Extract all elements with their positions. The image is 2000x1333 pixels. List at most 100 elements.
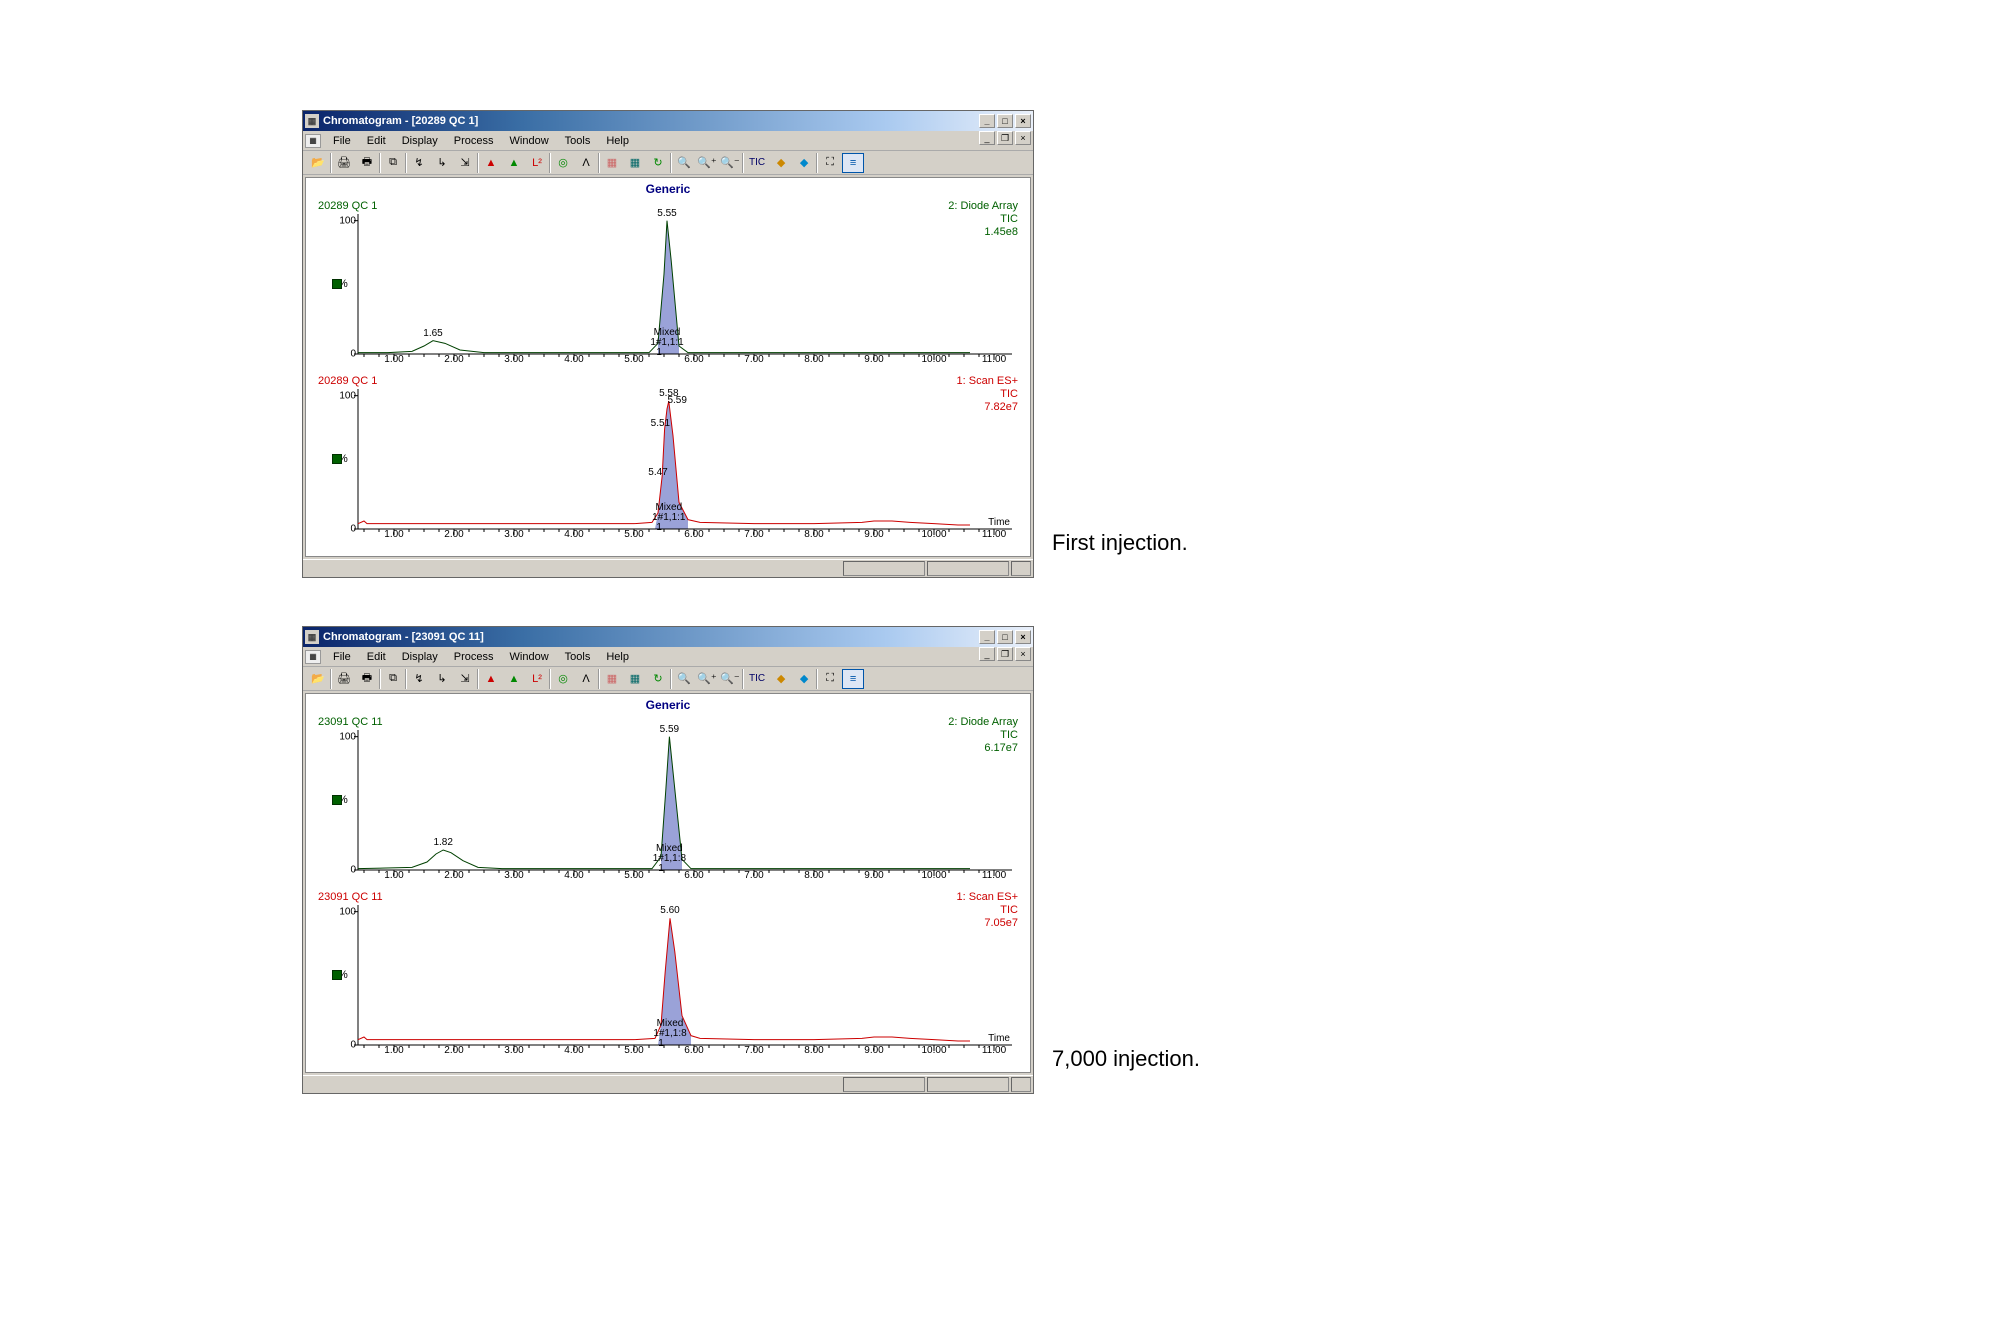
x-tick: 9.00 xyxy=(864,354,883,365)
plot-area[interactable]: 1.825.59Mixed1#1,1:81 xyxy=(358,730,1012,870)
tool-expand[interactable]: ⛶ xyxy=(819,669,841,689)
mdi-minimize-button[interactable]: _ xyxy=(979,647,995,661)
menu-window[interactable]: Window xyxy=(502,133,557,149)
menu-edit[interactable]: Edit xyxy=(359,133,394,149)
tool-zoom3[interactable]: 🔍⁻ xyxy=(719,153,741,173)
tool-print[interactable]: 🖨 xyxy=(333,669,355,689)
tool-nav2[interactable]: ↳ xyxy=(431,153,453,173)
tool-grid1[interactable]: ▦ xyxy=(601,153,623,173)
tool-zoom3[interactable]: 🔍⁻ xyxy=(719,669,741,689)
tool-align[interactable]: ≡ xyxy=(842,153,864,173)
minimize-button[interactable]: _ xyxy=(979,114,995,128)
mdi-restore-button[interactable]: ❐ xyxy=(997,131,1013,145)
y-axis-handle[interactable] xyxy=(332,279,342,289)
x-tick: 3.00 xyxy=(504,354,523,365)
x-tick: 6.00 xyxy=(684,529,703,540)
tool-nav1[interactable]: ↯ xyxy=(408,153,430,173)
plot-area[interactable]: 1.655.55Mixed1#1,1:11 xyxy=(358,214,1012,354)
tool-zoom2[interactable]: 🔍⁺ xyxy=(696,153,718,173)
tool-tic[interactable]: TIC xyxy=(745,669,769,689)
tool-copy[interactable]: ⧉ xyxy=(382,153,404,173)
menu-tools[interactable]: Tools xyxy=(557,649,599,665)
tool-left[interactable]: ◆ xyxy=(770,669,792,689)
y-tick: 100 xyxy=(339,390,356,401)
tool-align[interactable]: ≡ xyxy=(842,669,864,689)
plot-area[interactable]: 5.585.515.595.47Mixed1#1,1:11 xyxy=(358,389,1012,529)
menu-help[interactable]: Help xyxy=(598,649,637,665)
resize-grip[interactable] xyxy=(1011,561,1031,576)
tool-refresh[interactable]: ↻ xyxy=(647,669,669,689)
maximize-button[interactable]: □ xyxy=(997,630,1013,644)
menu-help[interactable]: Help xyxy=(598,133,637,149)
chromatogram-panel: 23091 QC 111: Scan ES+TIC7.05e70100%5.60… xyxy=(312,889,1024,1064)
tool-open[interactable]: 📂 xyxy=(307,153,329,173)
tool-tic[interactable]: TIC xyxy=(745,153,769,173)
tool-target[interactable]: ◎ xyxy=(552,153,574,173)
tool-print[interactable]: 🖨 xyxy=(333,153,355,173)
mdi-close-button[interactable]: × xyxy=(1015,131,1031,145)
tool-peakB[interactable]: ▲ xyxy=(503,669,525,689)
menu-window[interactable]: Window xyxy=(502,649,557,665)
tool-refresh[interactable]: ↻ xyxy=(647,153,669,173)
mdi-close-button[interactable]: × xyxy=(1015,647,1031,661)
tool-print2[interactable]: 🖶 xyxy=(356,669,378,689)
tool-left[interactable]: ◆ xyxy=(770,153,792,173)
tool-peakC[interactable]: L² xyxy=(526,669,548,689)
menu-display[interactable]: Display xyxy=(394,649,446,665)
resize-grip[interactable] xyxy=(1011,1077,1031,1092)
menu-tools[interactable]: Tools xyxy=(557,133,599,149)
doc-icon[interactable]: ▦ xyxy=(305,650,321,664)
x-tick: 8.00 xyxy=(804,1045,823,1056)
app-icon: ▦ xyxy=(305,114,319,128)
y-axis-handle[interactable] xyxy=(332,970,342,980)
tool-peakA[interactable]: ▲ xyxy=(480,153,502,173)
tool-zoom2[interactable]: 🔍⁺ xyxy=(696,669,718,689)
tool-nav3[interactable]: ⇲ xyxy=(454,153,476,173)
menu-process[interactable]: Process xyxy=(446,133,502,149)
x-tick: 7.00 xyxy=(744,870,763,881)
titlebar[interactable]: ▦Chromatogram - [20289 QC 1]_□× xyxy=(303,111,1033,131)
tool-print2[interactable]: 🖶 xyxy=(356,153,378,173)
mdi-restore-button[interactable]: ❐ xyxy=(997,647,1013,661)
tool-right[interactable]: ◆ xyxy=(793,669,815,689)
close-button[interactable]: × xyxy=(1015,630,1031,644)
tool-zoom1[interactable]: 🔍 xyxy=(673,153,695,173)
tool-lambda[interactable]: Λ xyxy=(575,669,597,689)
menu-display[interactable]: Display xyxy=(394,133,446,149)
tool-nav1[interactable]: ↯ xyxy=(408,669,430,689)
menu-edit[interactable]: Edit xyxy=(359,649,394,665)
tool-open[interactable]: 📂 xyxy=(307,669,329,689)
tool-grid2[interactable]: ▦ xyxy=(624,669,646,689)
toolbar-separator xyxy=(405,669,407,689)
y-axis-handle[interactable] xyxy=(332,795,342,805)
tool-peakB[interactable]: ▲ xyxy=(503,153,525,173)
tool-lambda[interactable]: Λ xyxy=(575,153,597,173)
close-button[interactable]: × xyxy=(1015,114,1031,128)
tool-nav2[interactable]: ↳ xyxy=(431,669,453,689)
tool-target[interactable]: ◎ xyxy=(552,669,574,689)
tool-nav3[interactable]: ⇲ xyxy=(454,669,476,689)
tool-peakC[interactable]: L² xyxy=(526,153,548,173)
doc-icon[interactable]: ▦ xyxy=(305,134,321,148)
y-axis: 0100% xyxy=(334,214,358,354)
minimize-button[interactable]: _ xyxy=(979,630,995,644)
tool-right[interactable]: ◆ xyxy=(793,153,815,173)
tool-expand[interactable]: ⛶ xyxy=(819,153,841,173)
titlebar[interactable]: ▦Chromatogram - [23091 QC 11]_□× xyxy=(303,627,1033,647)
x-tick: 3.00 xyxy=(504,870,523,881)
maximize-button[interactable]: □ xyxy=(997,114,1013,128)
tool-grid1[interactable]: ▦ xyxy=(601,669,623,689)
tool-copy[interactable]: ⧉ xyxy=(382,669,404,689)
tool-peakA[interactable]: ▲ xyxy=(480,669,502,689)
menu-file[interactable]: File xyxy=(325,649,359,665)
tool-zoom1[interactable]: 🔍 xyxy=(673,669,695,689)
tool-grid2[interactable]: ▦ xyxy=(624,153,646,173)
mdi-minimize-button[interactable]: _ xyxy=(979,131,995,145)
plot-area[interactable]: 5.60Mixed1#1,1:81 xyxy=(358,905,1012,1045)
menu-file[interactable]: File xyxy=(325,133,359,149)
x-tick: 2.00 xyxy=(444,354,463,365)
y-axis-handle[interactable] xyxy=(332,454,342,464)
menu-process[interactable]: Process xyxy=(446,649,502,665)
toolbar-separator xyxy=(477,669,479,689)
x-tick: 5.00 xyxy=(624,354,643,365)
